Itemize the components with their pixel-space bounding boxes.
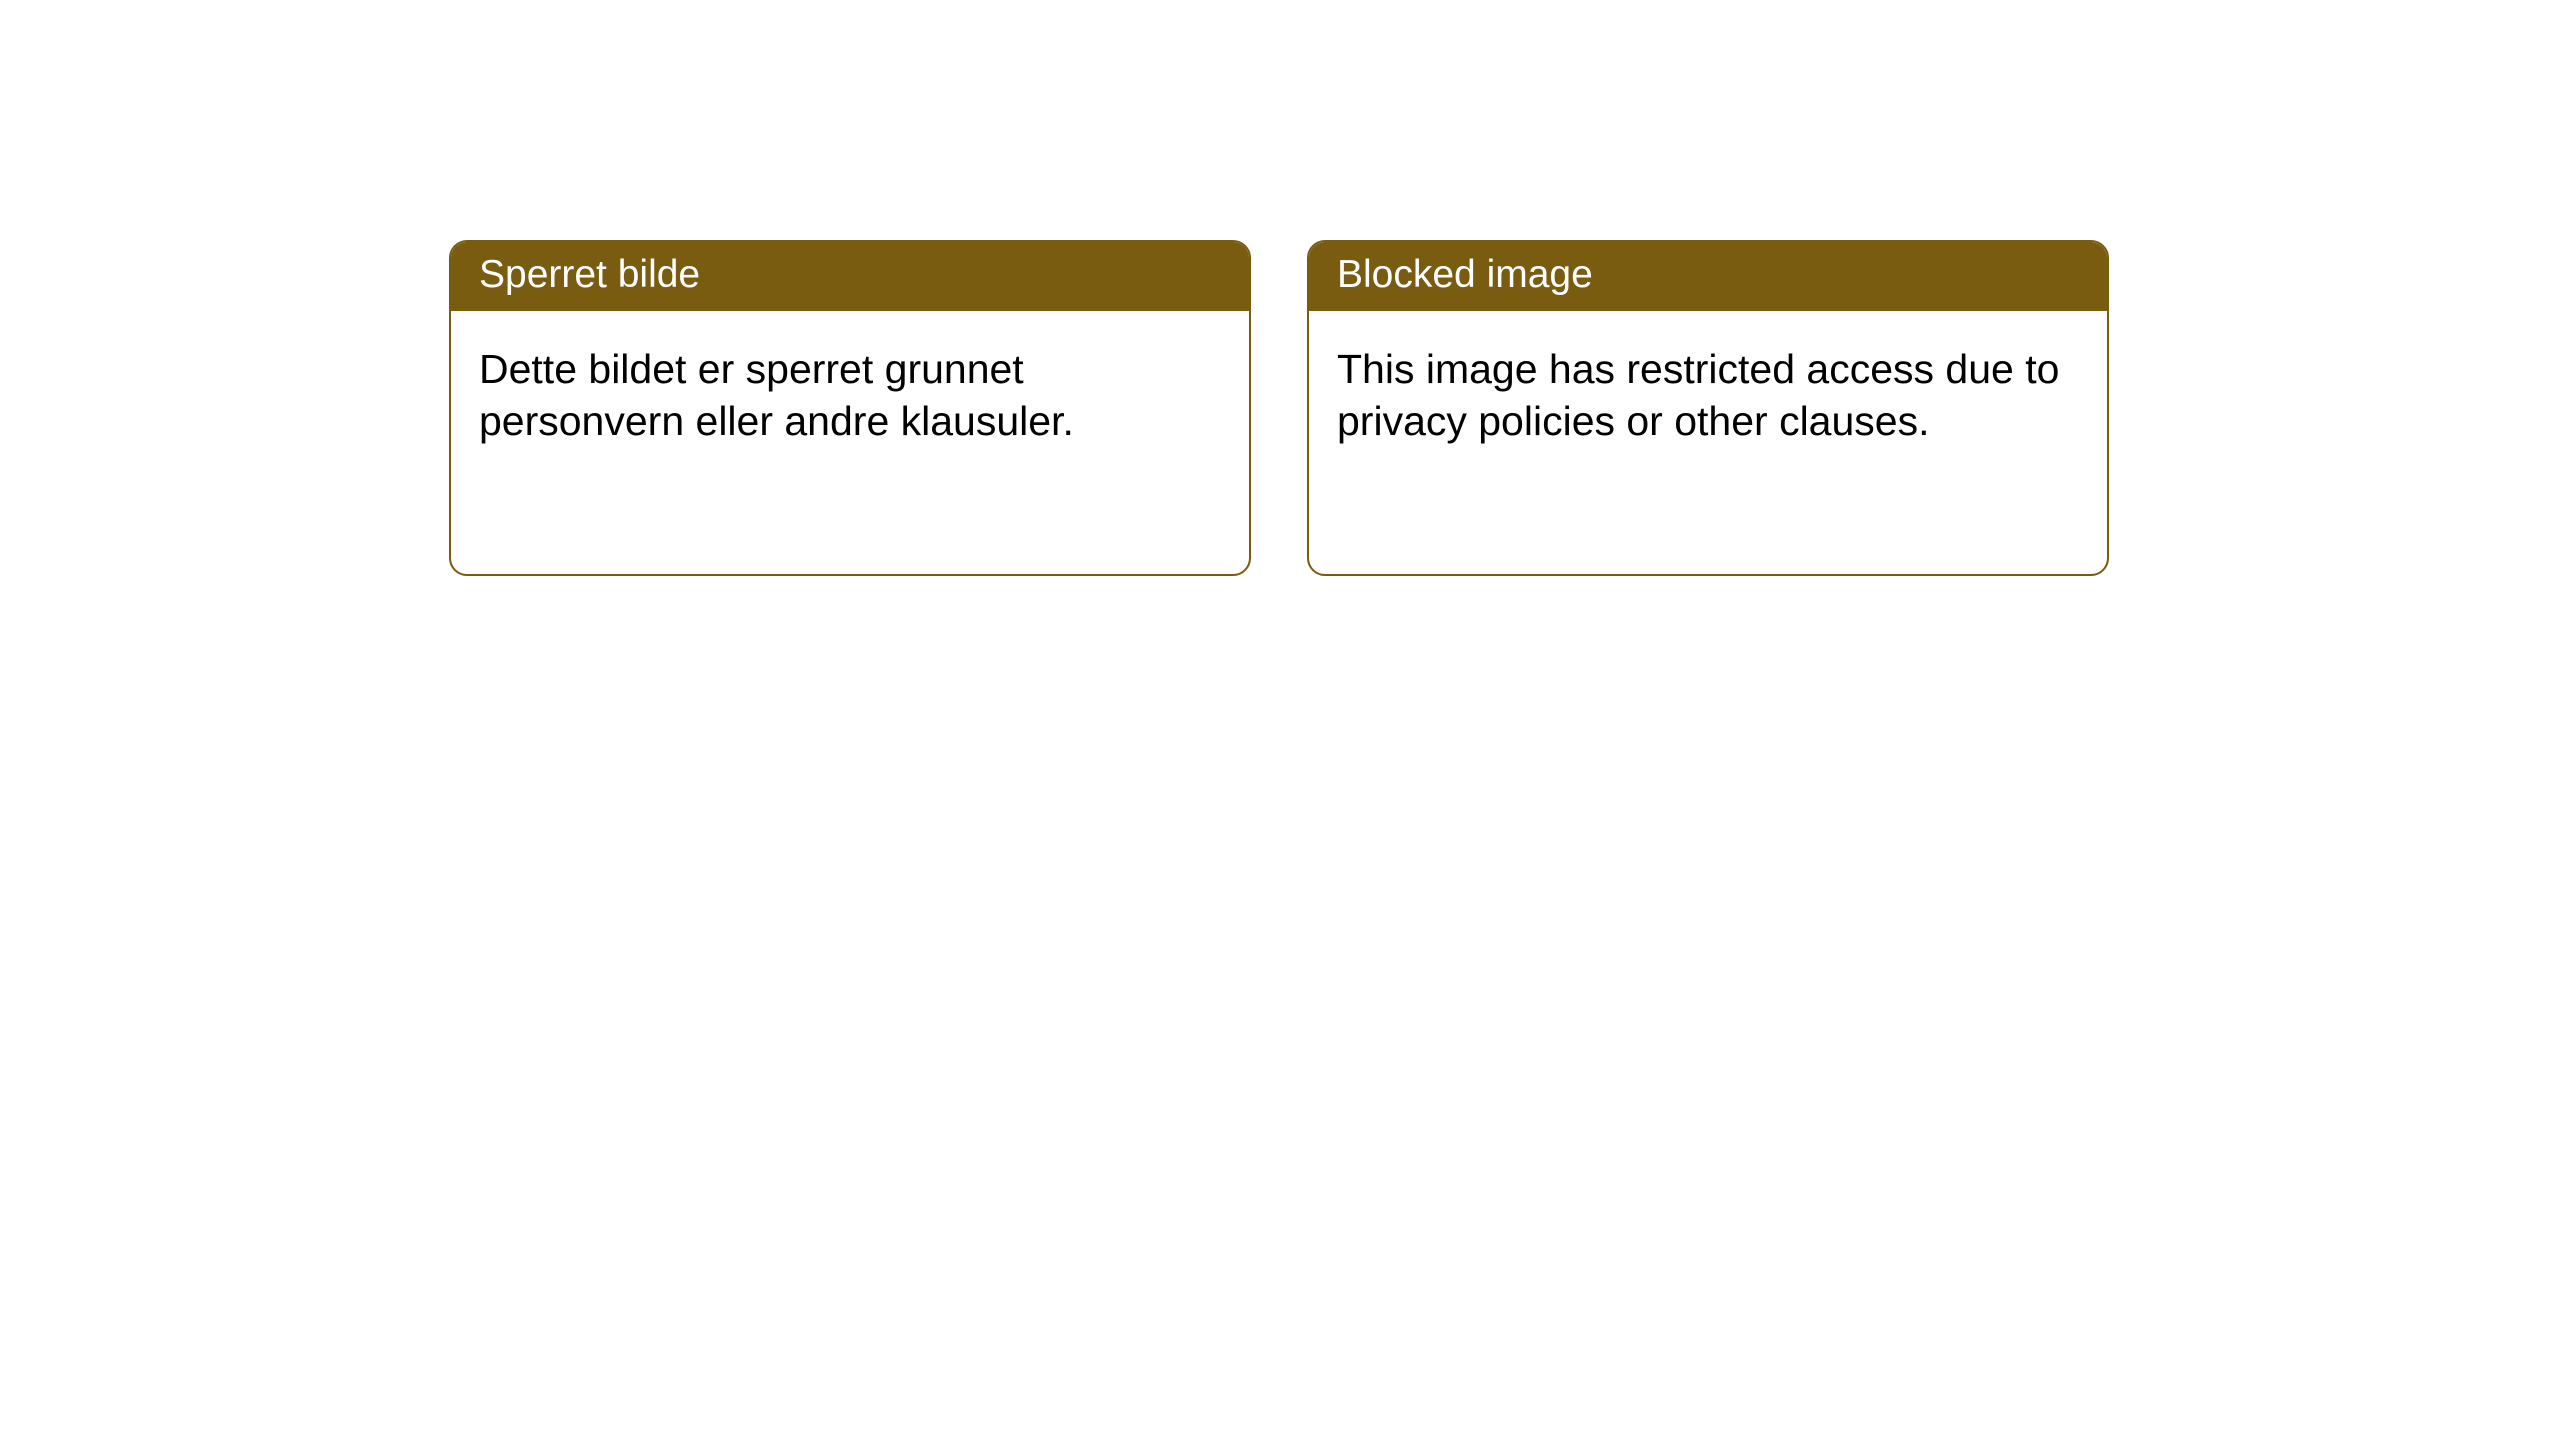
notice-box-norwegian: Sperret bilde Dette bildet er sperret gr… bbox=[449, 240, 1251, 576]
notice-header: Blocked image bbox=[1309, 242, 2107, 311]
notice-container: Sperret bilde Dette bildet er sperret gr… bbox=[0, 0, 2560, 576]
notice-box-english: Blocked image This image has restricted … bbox=[1307, 240, 2109, 576]
notice-header: Sperret bilde bbox=[451, 242, 1249, 311]
notice-body: This image has restricted access due to … bbox=[1309, 311, 2107, 480]
notice-body: Dette bildet er sperret grunnet personve… bbox=[451, 311, 1249, 480]
